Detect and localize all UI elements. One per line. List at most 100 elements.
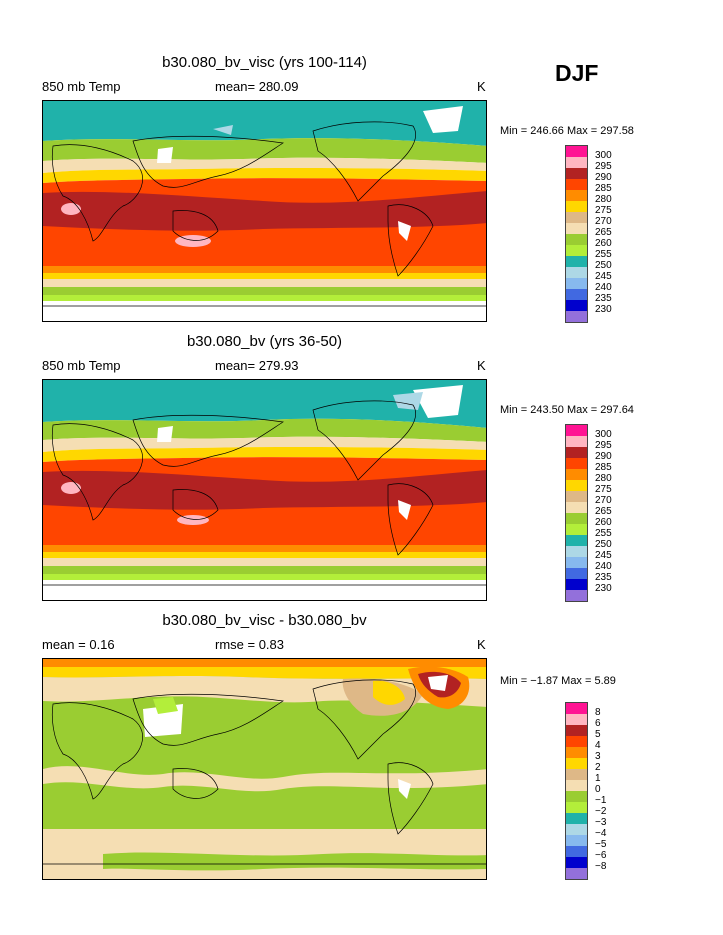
colorbar-swatch (566, 289, 587, 300)
colorbar-swatch (566, 568, 587, 579)
colorbar-swatch (566, 502, 587, 513)
colorbar-label: 1 (595, 773, 601, 784)
colorbar-label: 8 (595, 707, 601, 718)
colorbar-label: 3 (595, 751, 601, 762)
colorbar-label: 300 (595, 150, 612, 161)
colorbar-swatch (566, 190, 587, 201)
colorbar-swatch (566, 780, 587, 791)
colorbar-label: 275 (595, 205, 612, 216)
panel3-units: K (477, 637, 486, 652)
colorbar-label: 280 (595, 473, 612, 484)
colorbar-label: 260 (595, 517, 612, 528)
season-label: DJF (555, 60, 599, 86)
colorbar-label: 240 (595, 561, 612, 572)
colorbar-swatch (566, 703, 587, 714)
panel3-minmax: Min = −1.87 Max = 5.89 (500, 675, 616, 687)
colorbar-label: 250 (595, 539, 612, 550)
panel3-map (42, 658, 487, 880)
colorbar-label: 270 (595, 495, 612, 506)
panel3-colorbar (565, 702, 588, 880)
colorbar-label: 290 (595, 172, 612, 183)
colorbar-label: −6 (595, 850, 607, 861)
colorbar-swatch (566, 245, 587, 256)
colorbar-swatch (566, 278, 587, 289)
colorbar-swatch (566, 769, 587, 780)
colorbar-swatch (566, 168, 587, 179)
colorbar-label: 6 (595, 718, 601, 729)
colorbar-swatch (566, 725, 587, 736)
colorbar-label: −5 (595, 839, 607, 850)
colorbar-label: 0 (595, 784, 601, 795)
colorbar-swatch (566, 267, 587, 278)
colorbar-swatch (566, 469, 587, 480)
panel1-colorbar-labels: 300 295 290 285 280 275 270 265 260 255 250 245 240 2… (595, 150, 612, 315)
panel1-title: b30.080_bv_visc (yrs 100-114) (162, 54, 367, 71)
panel1-mean: mean= 280.09 (215, 79, 299, 94)
colorbar-label: −4 (595, 828, 607, 839)
colorbar-label: 5 (595, 729, 601, 740)
panel3-mean: mean = 0.16 (42, 637, 115, 652)
colorbar-swatch (566, 824, 587, 835)
colorbar-swatch (566, 590, 587, 601)
colorbar-swatch (566, 535, 587, 546)
colorbar-swatch (566, 179, 587, 190)
colorbar-swatch (566, 513, 587, 524)
colorbar-swatch (566, 846, 587, 857)
colorbar-label: −2 (595, 806, 607, 817)
colorbar-swatch (566, 234, 587, 245)
colorbar-swatch (566, 256, 587, 267)
panel2-variable: 850 mb Temp (42, 358, 121, 373)
colorbar-label: 2 (595, 762, 601, 773)
colorbar-swatch (566, 223, 587, 234)
colorbar-swatch (566, 747, 587, 758)
colorbar-label: 255 (595, 249, 612, 260)
colorbar-label: −8 (595, 861, 607, 872)
colorbar-swatch (566, 579, 587, 590)
colorbar-label: 285 (595, 183, 612, 194)
colorbar-swatch (566, 458, 587, 469)
colorbar-swatch (566, 857, 587, 868)
colorbar-swatch (566, 425, 587, 436)
colorbar-label: 265 (595, 227, 612, 238)
colorbar-label: −1 (595, 795, 607, 806)
panel2-mean: mean= 279.93 (215, 358, 299, 373)
colorbar-swatch (566, 480, 587, 491)
colorbar-label: 290 (595, 451, 612, 462)
panel2-title: b30.080_bv (yrs 36-50) (186, 333, 343, 350)
colorbar-swatch (566, 736, 587, 747)
panel1-units: K (477, 79, 486, 94)
colorbar-label: 250 (595, 260, 612, 271)
colorbar-swatch (566, 546, 587, 557)
colorbar-swatch (566, 791, 587, 802)
colorbar-label: 275 (595, 484, 612, 495)
panel2-minmax: Min = 243.50 Max = 297.64 (500, 404, 634, 416)
colorbar-swatch (566, 447, 587, 458)
colorbar-label: 285 (595, 462, 612, 473)
colorbar-label: 265 (595, 506, 612, 517)
colorbar-label: 260 (595, 238, 612, 249)
colorbar-swatch (566, 758, 587, 769)
colorbar-label: 245 (595, 550, 612, 561)
colorbar-label: 245 (595, 271, 612, 282)
panel2-colorbar (565, 424, 588, 602)
colorbar-label: 295 (595, 161, 612, 172)
colorbar-swatch (566, 524, 587, 535)
colorbar-label: −3 (595, 817, 607, 828)
colorbar-label: 235 (595, 572, 612, 583)
colorbar-label: 4 (595, 740, 601, 751)
colorbar-swatch (566, 813, 587, 824)
colorbar-swatch (566, 146, 587, 157)
colorbar-label: 280 (595, 194, 612, 205)
panel2-colorbar-labels: 300 295 290 285 280 275 270 265 260 255 250 245 240 2… (595, 429, 612, 594)
colorbar-swatch (566, 212, 587, 223)
colorbar-label: 270 (595, 216, 612, 227)
panel1-minmax: Min = 246.66 Max = 297.58 (500, 125, 634, 137)
panel2-map (42, 379, 487, 601)
colorbar-swatch (566, 802, 587, 813)
colorbar-label: 230 (595, 583, 612, 594)
panel2-units: K (477, 358, 486, 373)
colorbar-label: 230 (595, 304, 612, 315)
colorbar-label: 300 (595, 429, 612, 440)
colorbar-swatch (566, 868, 587, 879)
colorbar-label: 255 (595, 528, 612, 539)
